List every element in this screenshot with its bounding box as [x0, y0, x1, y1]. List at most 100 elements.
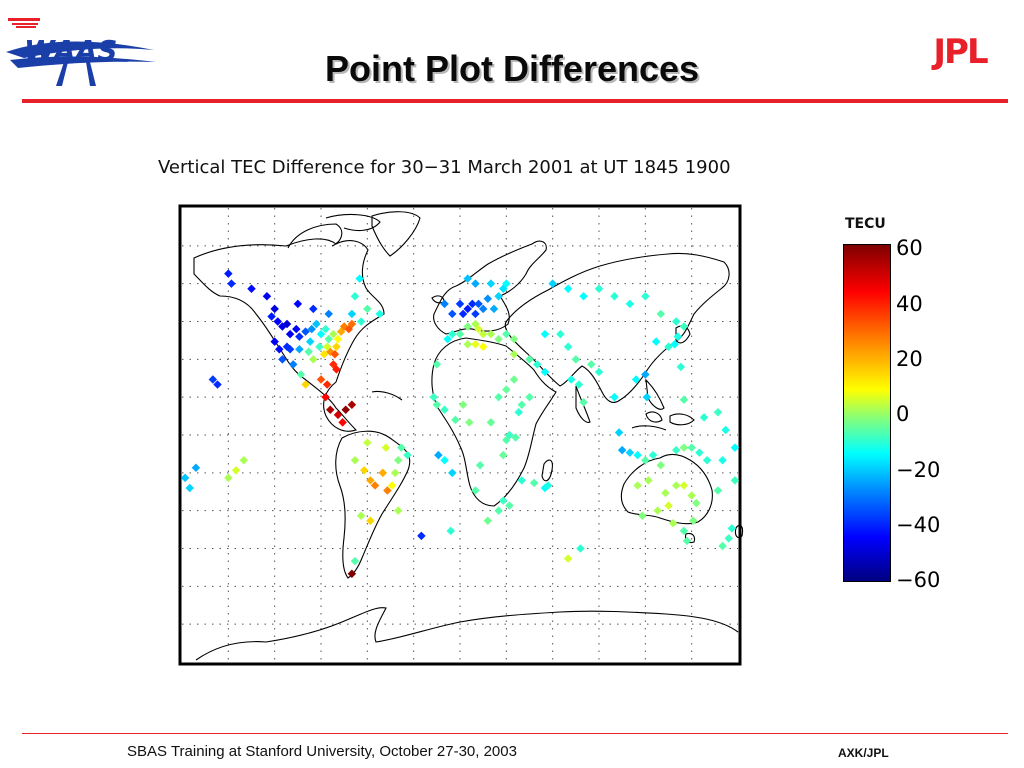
tec-point	[463, 304, 472, 314]
tec-point	[356, 317, 366, 326]
tec-point	[387, 481, 397, 490]
tec-point	[224, 473, 233, 483]
tec-point	[239, 455, 249, 465]
tec-point	[383, 486, 392, 495]
tec-point	[332, 342, 341, 351]
waas-logo-swoosh	[6, 41, 154, 58]
tec-point	[644, 476, 653, 485]
tec-point	[517, 400, 527, 409]
tec-point	[191, 463, 201, 473]
tec-point	[486, 329, 496, 339]
tec-point	[563, 284, 573, 293]
tec-point	[486, 279, 496, 288]
tec-point	[332, 365, 341, 374]
colorbar-tick: 40	[896, 292, 923, 316]
tec-point	[587, 360, 596, 369]
tec-point	[664, 501, 673, 510]
tec-point	[301, 380, 310, 389]
tec-point	[295, 345, 304, 354]
tec-point	[494, 392, 503, 402]
tec-point	[563, 342, 573, 351]
tec-point	[315, 342, 324, 351]
tec-point	[474, 299, 483, 309]
tec-point	[699, 413, 709, 422]
tec-point	[463, 274, 472, 283]
tec-point	[695, 448, 704, 457]
tec-point	[350, 556, 360, 566]
tec-point	[687, 443, 696, 452]
tec-point	[471, 279, 480, 288]
tec-point	[360, 466, 369, 475]
tec-point	[363, 304, 372, 314]
tec-point	[366, 476, 375, 485]
tec-point	[270, 304, 279, 314]
colorbar-label: TECU	[845, 216, 886, 232]
tec-point	[432, 360, 442, 369]
tec-point	[532, 360, 542, 369]
tec-point	[494, 506, 503, 515]
tec-point	[231, 466, 241, 475]
tec-point	[653, 506, 662, 515]
tec-point	[548, 279, 557, 288]
jpl-logo: JPL	[931, 32, 990, 70]
tec-point	[285, 329, 295, 339]
tec-point	[702, 455, 712, 465]
title-divider	[22, 99, 1008, 103]
tec-point	[475, 461, 485, 470]
tec-point	[397, 443, 406, 452]
tec-point	[432, 400, 442, 409]
tec-point	[458, 400, 468, 409]
waas-logo-text: WAAS	[24, 34, 117, 67]
tec-point	[502, 279, 511, 288]
tec-point	[458, 309, 468, 319]
tec-point	[671, 445, 681, 455]
tec-point	[440, 455, 449, 465]
tec-point	[478, 329, 488, 339]
tec-point	[324, 334, 333, 344]
tec-point	[305, 337, 315, 346]
tec-point	[278, 355, 287, 364]
tec-point	[393, 455, 403, 465]
tec-point	[566, 375, 576, 384]
tec-point	[330, 350, 340, 359]
tec-point	[471, 309, 480, 319]
tec-point	[502, 435, 511, 445]
tec-point	[494, 334, 503, 344]
tec-point	[668, 519, 678, 528]
tec-point	[316, 329, 326, 339]
tec-point	[641, 370, 650, 379]
tec-point	[316, 375, 326, 384]
colorbar-tick: −40	[896, 513, 941, 537]
jpl-logo-text: JPL	[931, 32, 988, 70]
tec-point	[208, 375, 218, 384]
tec-point	[543, 481, 553, 490]
tec-point	[505, 501, 514, 510]
tec-point	[185, 483, 194, 493]
colorbar-tick: −20	[896, 458, 941, 482]
tec-point	[687, 491, 696, 500]
tec-point	[679, 443, 689, 452]
tec-point	[434, 450, 443, 460]
tec-point	[563, 554, 573, 563]
tec-point	[296, 370, 306, 379]
tec-point	[483, 294, 493, 304]
footer-author: AXK/JPL	[838, 746, 889, 760]
tec-point	[307, 324, 316, 334]
colorbar	[843, 244, 891, 582]
tec-point	[682, 536, 692, 546]
tec-point	[446, 526, 455, 536]
tec-point	[509, 375, 519, 384]
tec-point	[312, 319, 321, 329]
tec-point	[455, 299, 465, 309]
tec-point	[347, 319, 357, 329]
tec-point	[455, 329, 465, 339]
tec-point	[304, 347, 313, 357]
tec-point	[393, 506, 403, 515]
tec-point	[322, 342, 332, 351]
tec-point	[273, 317, 282, 326]
footer-divider	[22, 733, 1008, 734]
tec-point	[288, 360, 298, 369]
tec-point	[180, 473, 190, 483]
tec-point	[692, 498, 701, 508]
tec-point	[556, 329, 565, 339]
